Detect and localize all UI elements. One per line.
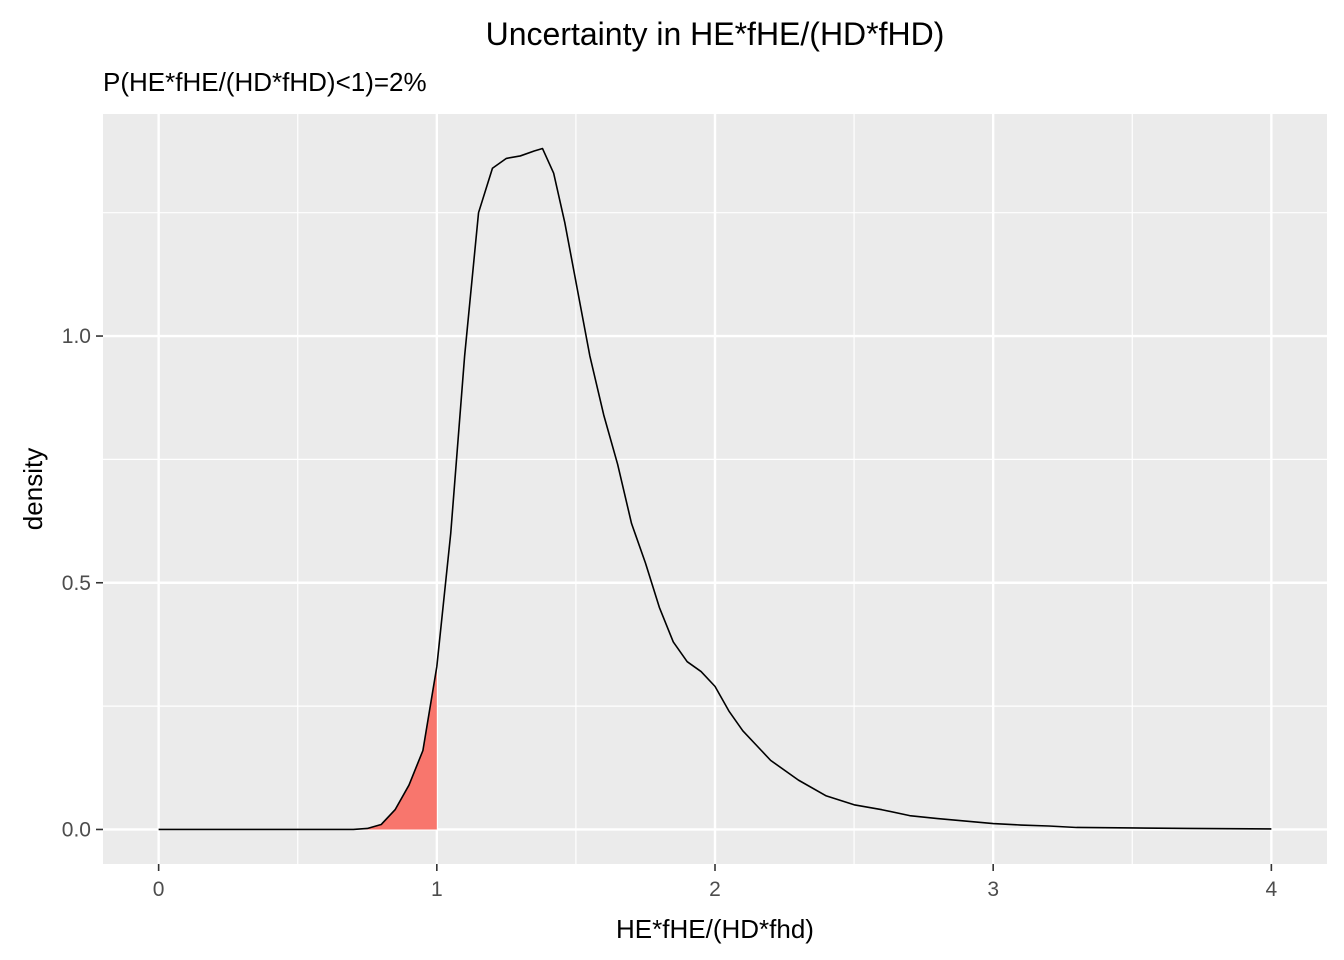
y-tick-label: 0.0 bbox=[62, 818, 91, 841]
y-tick-label: 0.5 bbox=[62, 572, 91, 595]
x-tick-label: 4 bbox=[1266, 878, 1278, 901]
x-tick-label: 0 bbox=[153, 878, 165, 901]
chart-subtitle: P(HE*fHE/(HD*fHD)<1)=2% bbox=[103, 67, 427, 97]
density-curve bbox=[158, 147, 1272, 831]
x-tick-label: 3 bbox=[987, 878, 999, 901]
x-axis-ticks: 0 1 2 3 4 bbox=[153, 864, 1278, 901]
x-axis-title: HE*fHE/(HD*fhd) bbox=[616, 914, 814, 944]
x-tick-label: 1 bbox=[431, 878, 443, 901]
x-tick-label: 2 bbox=[709, 878, 721, 901]
shaded-probability-area bbox=[158, 666, 437, 830]
shaded-area-group bbox=[158, 666, 437, 830]
grid-lines bbox=[103, 114, 1327, 864]
y-tick-label: 1.0 bbox=[62, 325, 91, 348]
y-axis-title: density bbox=[18, 448, 48, 530]
y-axis-ticks: 0.0 0.5 1.0 bbox=[62, 325, 103, 841]
density-curve-group bbox=[158, 147, 1272, 831]
chart-title: Uncertainty in HE*fHE/(HD*fHD) bbox=[486, 16, 945, 52]
